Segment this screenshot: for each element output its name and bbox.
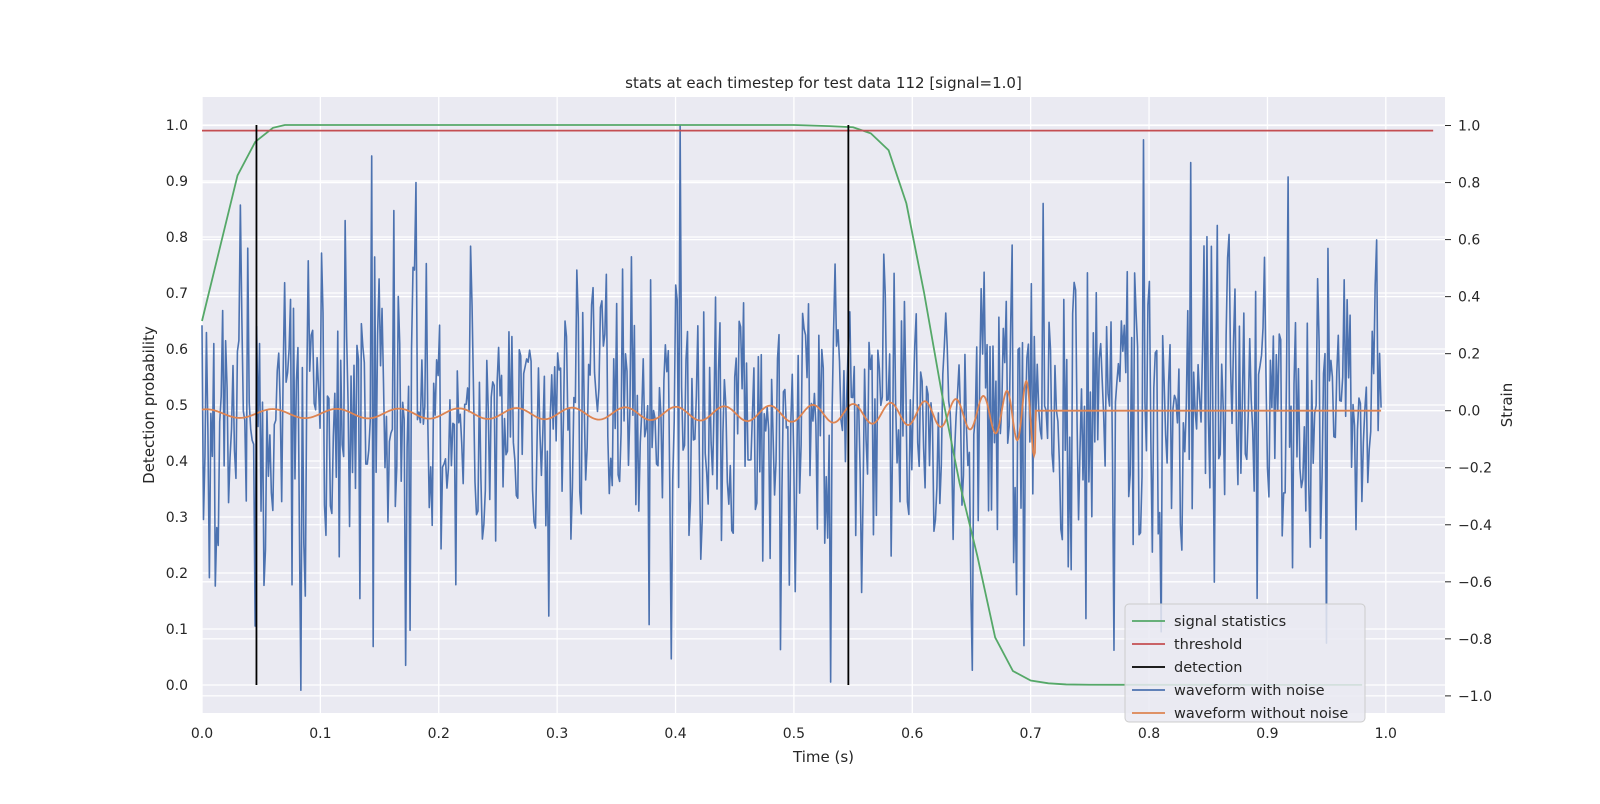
y-left-tick-label: 0.8: [166, 230, 188, 246]
x-tick-label: 0.8: [1138, 726, 1160, 742]
x-tick-label: 0.0: [191, 726, 213, 742]
y-right-tick-label: −0.2: [1458, 461, 1492, 477]
y-right-tick-label: −0.6: [1458, 575, 1492, 591]
y-left-tick-label: 1.0: [166, 118, 188, 134]
x-axis-label: Time (s): [792, 748, 854, 766]
series-waveform-with-noise: [201, 124, 1382, 691]
y-left-tick-label: 0.9: [166, 174, 188, 190]
x-tick-label: 0.3: [546, 726, 568, 742]
y-left-tick-label: 0.7: [166, 286, 188, 302]
y-left-tick-label: 0.3: [166, 510, 188, 526]
x-tick-label: 0.5: [783, 726, 805, 742]
y-axis-right-label: Strain: [1498, 383, 1516, 427]
legend-entry: waveform with noise: [1174, 683, 1325, 699]
chart-title: stats at each timestep for test data 112…: [625, 74, 1022, 92]
legend-entry: threshold: [1174, 637, 1242, 653]
x-tick-label: 0.6: [901, 726, 923, 742]
y-left-tick-label: 0.4: [166, 454, 188, 470]
y-left-tick-label: 0.6: [166, 342, 188, 358]
legend-entry: waveform without noise: [1174, 706, 1348, 722]
series-layer: [201, 124, 1434, 691]
y-right-tick-label: 0.0: [1458, 404, 1480, 420]
y-right-tick-label: −1.0: [1458, 689, 1492, 705]
axis-ticks: 0.0 0.1 0.2 0.3 0.4 0.5 0.6 0.7 0.8 0.9 1.0 0.0 0.1 0…: [166, 118, 1492, 742]
x-tick-label: 0.7: [1020, 726, 1042, 742]
y-right-tick-label: 0.8: [1458, 176, 1480, 192]
x-tick-label: 1.0: [1375, 726, 1397, 742]
x-tick-label: 0.1: [309, 726, 331, 742]
y-left-tick-label: 0.1: [166, 622, 188, 638]
x-tick-label: 0.9: [1256, 726, 1278, 742]
y-axis-left-label: Detection probability: [140, 326, 158, 484]
y-right-tick-label: 0.4: [1458, 290, 1480, 306]
y-left-tick-label: 0.0: [166, 678, 188, 694]
y-right-tick-label: −0.8: [1458, 632, 1492, 648]
y-right-tick-label: 1.0: [1458, 119, 1480, 135]
legend-entry: signal statistics: [1174, 614, 1286, 630]
legend-entry: detection: [1174, 660, 1242, 676]
series-waveform-without-noise: [201, 379, 1382, 459]
y-right-tick-label: 0.6: [1458, 233, 1480, 249]
y-right-tick-label: 0.2: [1458, 347, 1480, 363]
y-left-tick-label: 0.5: [166, 398, 188, 414]
legend: signal statistics threshold detection wavef…: [1124, 603, 1366, 723]
x-tick-label: 0.2: [428, 726, 450, 742]
legend-box: [1124, 603, 1366, 723]
series-signal-statistics: [201, 124, 1363, 686]
x-tick-label: 0.4: [664, 726, 686, 742]
y-left-tick-label: 0.2: [166, 566, 188, 582]
y-right-tick-label: −0.4: [1458, 518, 1492, 534]
